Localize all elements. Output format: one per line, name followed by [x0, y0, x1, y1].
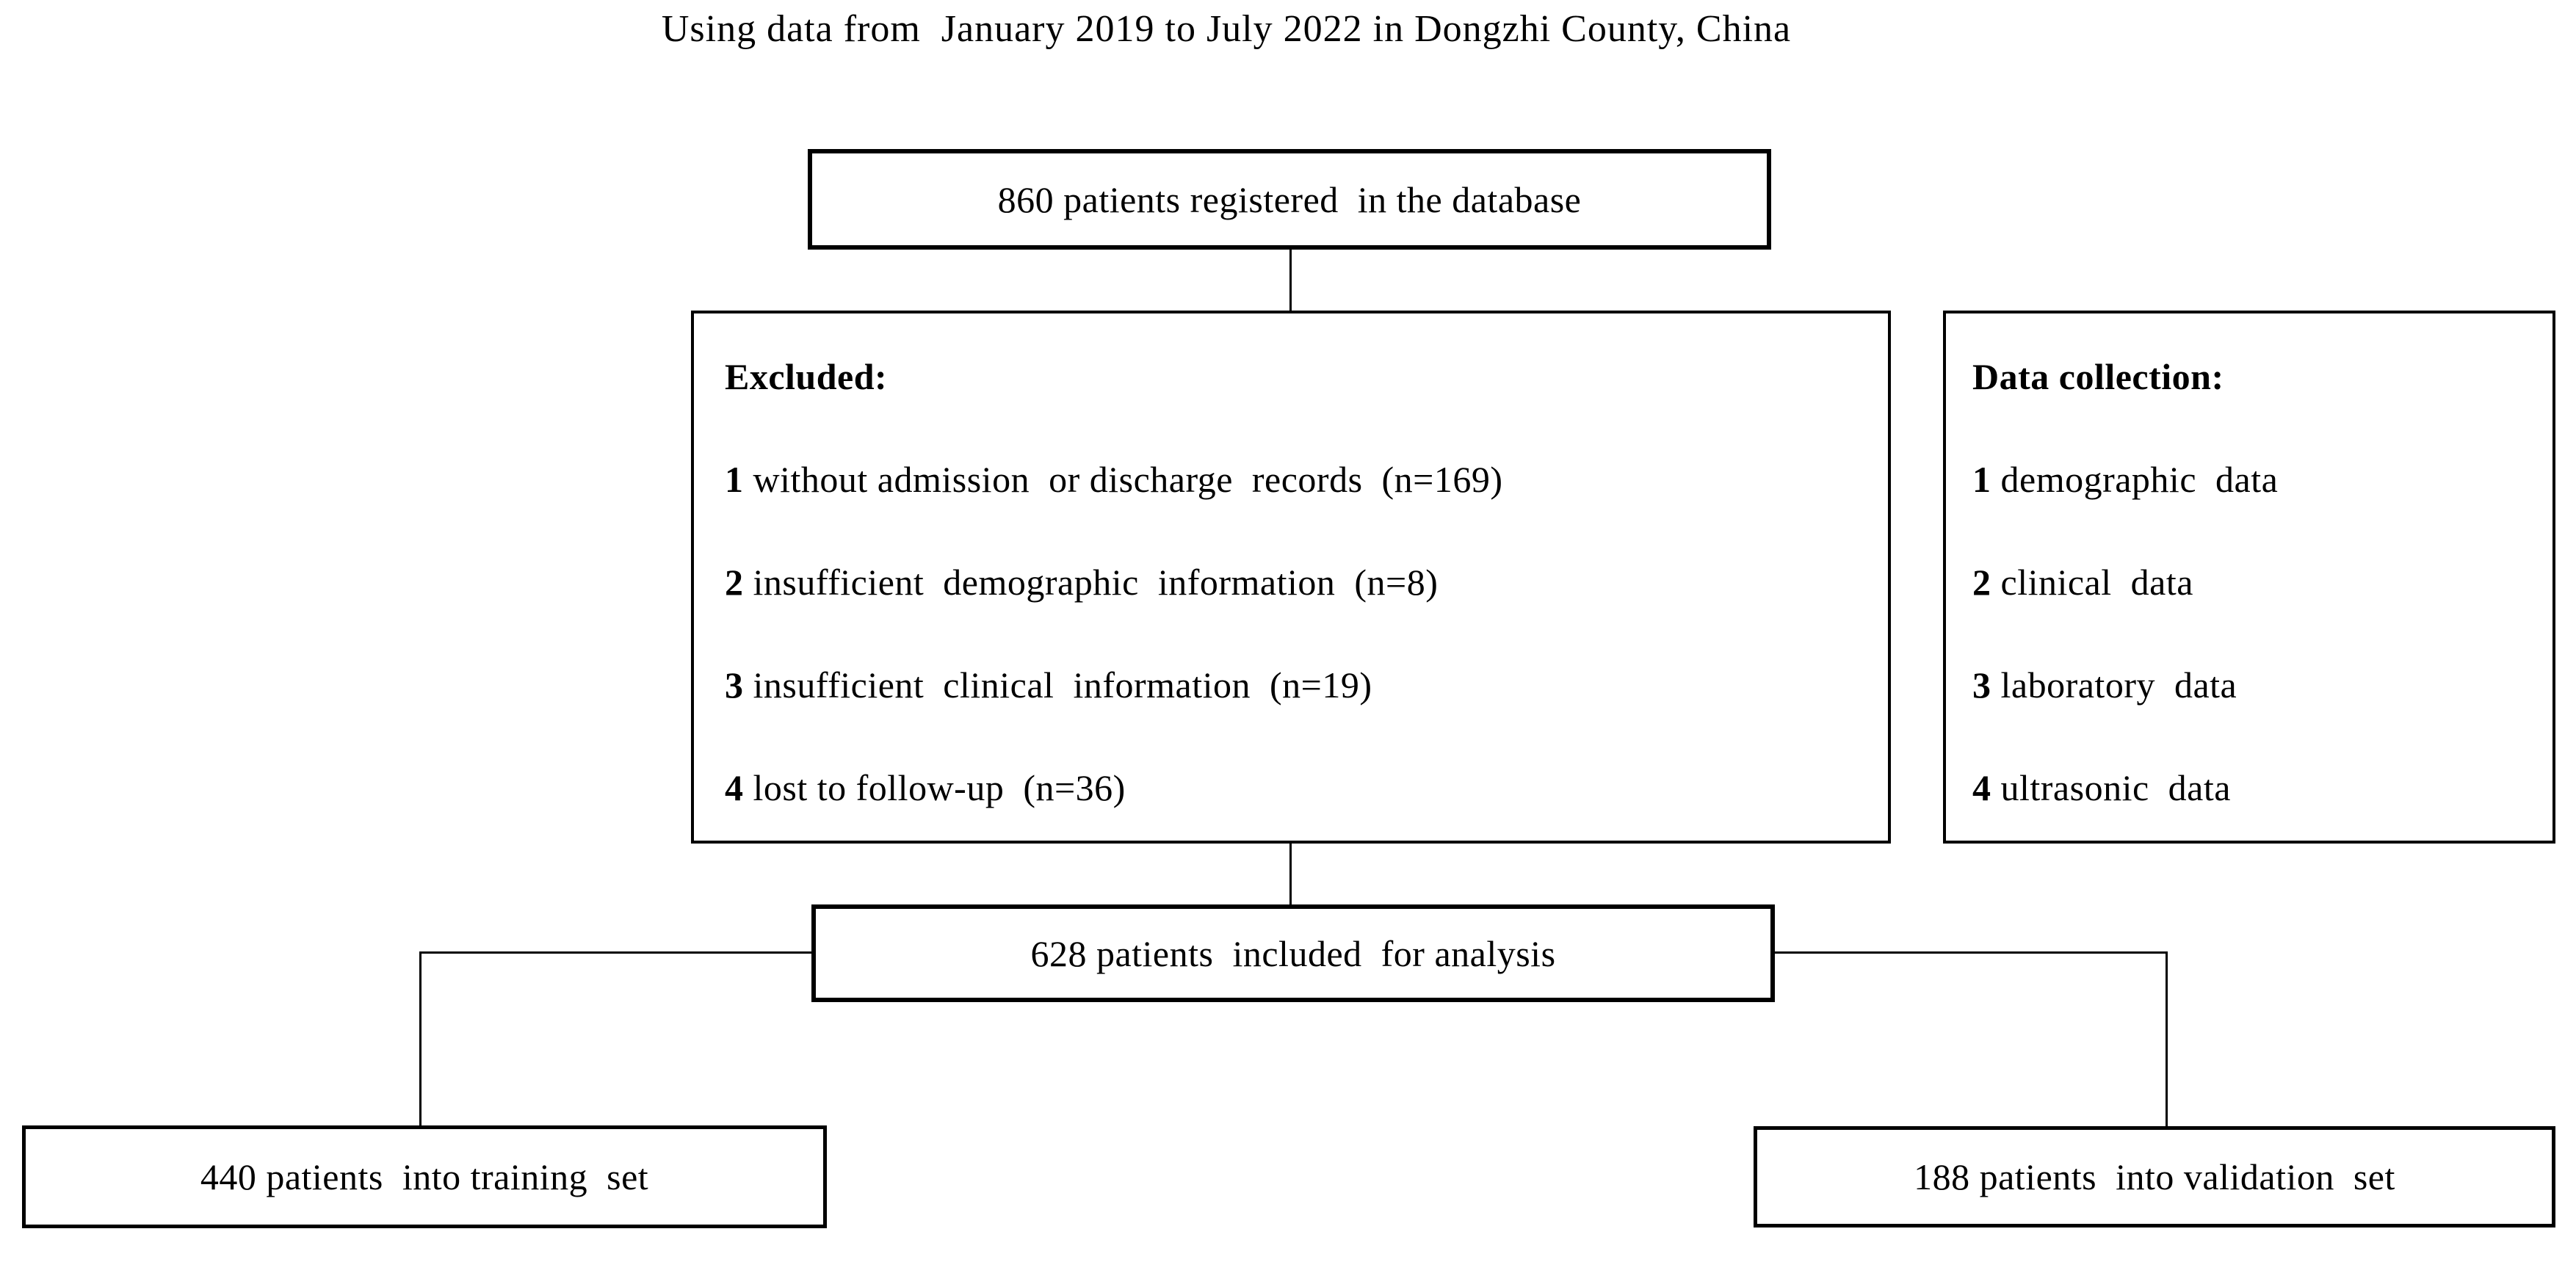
excluded-heading: Excluded:: [725, 356, 888, 397]
excluded-item-3: 3 insufficient clinical information (n=1…: [725, 634, 1888, 736]
box-included-label: 628 patients included for analysis: [1030, 932, 1556, 974]
excluded-item-2-number: 2: [725, 562, 744, 603]
data-collection-item-2: 2 clinical data: [1972, 531, 2553, 634]
box-training-label: 440 patients into training set: [200, 1156, 649, 1197]
data-collection-heading: Data collection:: [1972, 356, 2224, 397]
data-collection-item-3-number: 3: [1972, 664, 1991, 706]
excluded-item-1: 1 without admission or discharge records…: [725, 428, 1888, 531]
connector-included-left-horizontal: [419, 951, 813, 954]
data-collection-item-4: 4 ultrasonic data: [1972, 736, 2553, 839]
excluded-item-3-number: 3: [725, 664, 744, 706]
box-training: 440 patients into training set: [22, 1125, 827, 1228]
flowchart-title: Using data from January 2019 to July 202…: [661, 8, 1792, 50]
box-registered: 860 patients registered in the database: [808, 149, 1771, 250]
data-collection-item-1-text: demographic data: [1991, 459, 2279, 500]
box-registered-label: 860 patients registered in the database: [997, 178, 1582, 220]
excluded-item-1-number: 1: [725, 459, 744, 500]
data-collection-item-2-text: clinical data: [1991, 562, 2193, 603]
excluded-item-4-text: lost to follow-up (n=36): [743, 767, 1126, 808]
data-collection-item-3: 3 laboratory data: [1972, 634, 2553, 736]
connector-excluded-to-included: [1289, 844, 1292, 904]
data-collection-item-2-number: 2: [1972, 562, 1991, 603]
box-validation: 188 patients into validation set: [1754, 1126, 2555, 1227]
connector-included-right-horizontal: [1773, 951, 2168, 954]
data-collection-item-1: 1 demographic data: [1972, 428, 2553, 531]
excluded-item-1-text: without admission or discharge records (…: [743, 459, 1503, 500]
connector-right-vertical-to-validation: [2166, 951, 2168, 1128]
data-collection-item-4-text: ultrasonic data: [1991, 767, 2231, 808]
excluded-item-2: 2 insufficient demographic information (…: [725, 531, 1888, 634]
excluded-item-3-text: insufficient clinical information (n=19): [743, 664, 1372, 706]
excluded-item-4-number: 4: [725, 767, 744, 808]
data-collection-item-1-number: 1: [1972, 459, 1991, 500]
box-validation-label: 188 patients into validation set: [1914, 1156, 2395, 1197]
excluded-item-4: 4 lost to follow-up (n=36): [725, 736, 1888, 839]
connector-left-vertical-to-training: [419, 951, 422, 1127]
box-data-collection: Data collection: 1 demographic data 2 cl…: [1943, 311, 2555, 844]
data-collection-item-3-text: laboratory data: [1991, 664, 2237, 706]
box-included: 628 patients included for analysis: [811, 904, 1775, 1002]
excluded-item-2-text: insufficient demographic information (n=…: [743, 562, 1439, 603]
connector-registered-to-excluded: [1289, 250, 1292, 312]
data-collection-item-4-number: 4: [1972, 767, 1991, 808]
box-excluded: Excluded: 1 without admission or dischar…: [691, 311, 1891, 844]
